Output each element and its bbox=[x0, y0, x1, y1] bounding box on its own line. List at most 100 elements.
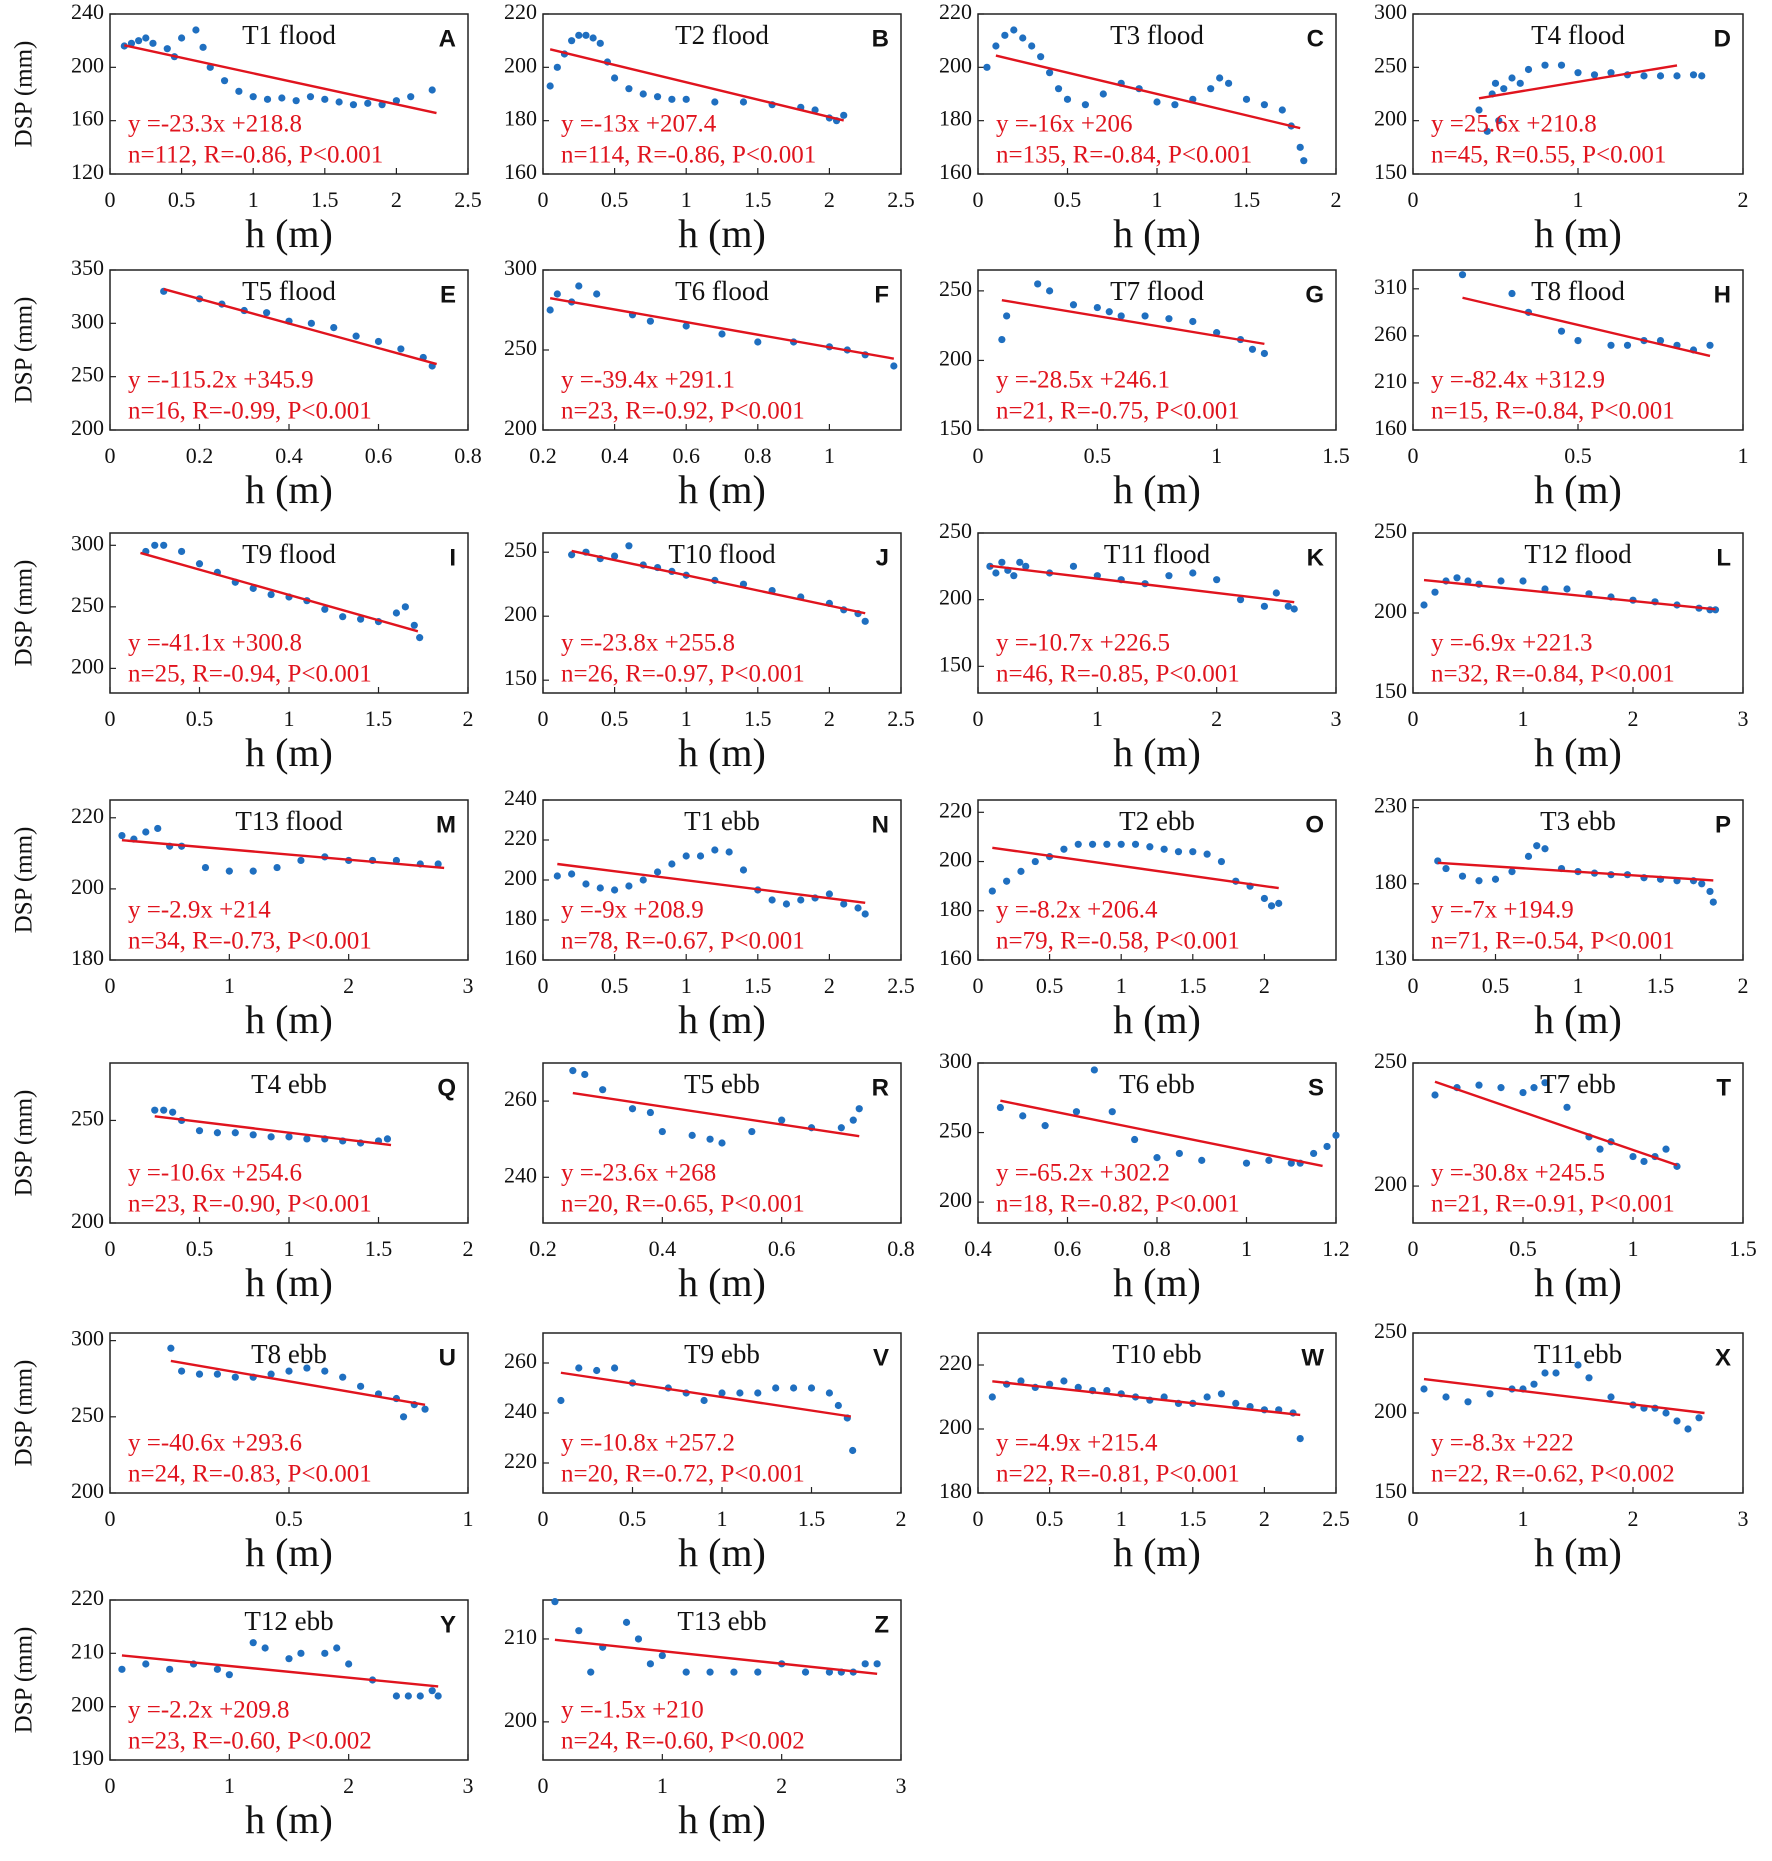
point bbox=[553, 872, 561, 880]
y-tick-label: 240 bbox=[504, 1398, 537, 1423]
point bbox=[589, 34, 597, 42]
equation: y =-10.7x +226.5 bbox=[996, 630, 1170, 657]
point bbox=[434, 860, 442, 868]
panel-label: Z bbox=[874, 1611, 889, 1638]
x-tick-label: 1.5 bbox=[1647, 973, 1675, 998]
y-axis-label: DSP (mm) bbox=[11, 297, 38, 404]
y-tick-label: 200 bbox=[939, 52, 972, 77]
point bbox=[249, 584, 257, 592]
panel-title: T5 ebb bbox=[684, 1069, 760, 1099]
point bbox=[1698, 880, 1706, 888]
panel-label: T bbox=[1716, 1074, 1731, 1101]
x-tick-label: 3 bbox=[1331, 706, 1342, 731]
point bbox=[1284, 602, 1292, 610]
point bbox=[1290, 605, 1298, 613]
x-axis-label: h (m) bbox=[678, 467, 766, 512]
point bbox=[1081, 101, 1089, 109]
point bbox=[1541, 1079, 1549, 1087]
panel-label: U bbox=[439, 1344, 456, 1371]
x-tick-label: 0 bbox=[973, 973, 984, 998]
point bbox=[1662, 1145, 1670, 1153]
x-tick-label: 1 bbox=[1573, 187, 1584, 212]
x-tick-label: 2 bbox=[1259, 1506, 1270, 1531]
point bbox=[1203, 850, 1211, 858]
point bbox=[1563, 1103, 1571, 1111]
fit-line bbox=[1462, 296, 1711, 358]
point bbox=[1607, 1393, 1615, 1401]
x-tick-label: 1 bbox=[284, 1236, 295, 1261]
statistics: n=23, R=-0.90, P<0.001 bbox=[128, 1191, 372, 1218]
x-tick-label: 1 bbox=[657, 1773, 668, 1798]
x-tick-label: 2 bbox=[463, 706, 474, 731]
point bbox=[575, 1364, 583, 1372]
point bbox=[321, 1649, 329, 1657]
point bbox=[1088, 840, 1097, 848]
point bbox=[1248, 345, 1257, 353]
point bbox=[840, 900, 848, 908]
plot-area bbox=[542, 1599, 902, 1761]
point bbox=[339, 1373, 347, 1381]
y-tick-label: 220 bbox=[71, 1585, 104, 1610]
fit-line bbox=[557, 862, 866, 904]
statistics: n=20, R=-0.72, P<0.001 bbox=[561, 1461, 805, 1488]
panel-label: X bbox=[1715, 1344, 1731, 1371]
point bbox=[739, 866, 748, 874]
point bbox=[706, 1135, 714, 1143]
statistics: n=15, R=-0.84, P<0.001 bbox=[1431, 398, 1675, 425]
x-tick-label: 0.5 bbox=[275, 1506, 303, 1531]
point bbox=[1165, 572, 1173, 580]
y-tick-label: 200 bbox=[504, 601, 537, 626]
y-tick-label: 180 bbox=[939, 1478, 972, 1503]
equation: y =-23.8x +255.8 bbox=[561, 630, 735, 657]
y-tick-label: 200 bbox=[1374, 1171, 1407, 1196]
x-tick-label: 0 bbox=[1408, 443, 1419, 468]
x-tick-label: 0 bbox=[973, 443, 984, 468]
point bbox=[357, 615, 365, 623]
y-tick-label: 250 bbox=[1374, 518, 1407, 543]
point bbox=[682, 95, 690, 103]
point bbox=[267, 1133, 275, 1141]
equation: y =-4.9x +215.4 bbox=[996, 1430, 1158, 1457]
fit-line bbox=[154, 1115, 392, 1147]
x-tick-label: 0 bbox=[538, 706, 549, 731]
point bbox=[581, 1070, 589, 1079]
y-tick-label: 200 bbox=[71, 874, 104, 899]
point bbox=[551, 1598, 559, 1606]
point bbox=[1265, 1156, 1273, 1164]
equation: y =-7x +194.9 bbox=[1431, 897, 1574, 924]
x-tick-label: 1 bbox=[681, 973, 692, 998]
x-axis-label: h (m) bbox=[1534, 1530, 1622, 1575]
fit-line bbox=[1423, 1377, 1705, 1415]
point bbox=[249, 1131, 257, 1139]
point bbox=[195, 1370, 204, 1378]
y-tick-label: 220 bbox=[504, 1448, 537, 1473]
point bbox=[1519, 577, 1527, 585]
x-tick-label: 2 bbox=[776, 1773, 787, 1798]
point bbox=[1590, 71, 1599, 79]
point bbox=[1189, 569, 1197, 577]
y-tick-label: 250 bbox=[1374, 52, 1407, 77]
panel-label: V bbox=[873, 1344, 889, 1371]
y-tick-label: 200 bbox=[939, 585, 972, 610]
point bbox=[725, 848, 733, 856]
panel-title: T9 flood bbox=[242, 539, 336, 569]
point bbox=[596, 884, 604, 892]
y-tick-label: 180 bbox=[939, 896, 972, 921]
point bbox=[988, 887, 996, 895]
fit-line bbox=[140, 551, 419, 633]
point bbox=[1131, 840, 1140, 848]
statistics: n=78, R=-0.67, P<0.001 bbox=[561, 928, 805, 955]
point bbox=[142, 34, 150, 42]
equation: y =-10.6x +254.6 bbox=[128, 1160, 302, 1187]
x-tick-label: 2 bbox=[1628, 706, 1639, 731]
y-tick-label: 210 bbox=[504, 1624, 537, 1649]
x-tick-label: 0.5 bbox=[1084, 443, 1112, 468]
fit-line bbox=[1000, 1099, 1323, 1168]
panel-label: Q bbox=[437, 1074, 456, 1101]
panel-title: T4 flood bbox=[1531, 20, 1625, 50]
x-tick-label: 0 bbox=[1408, 706, 1419, 731]
point bbox=[201, 863, 210, 872]
equation: y =-115.2x +345.9 bbox=[128, 367, 314, 394]
point bbox=[1046, 1380, 1054, 1388]
